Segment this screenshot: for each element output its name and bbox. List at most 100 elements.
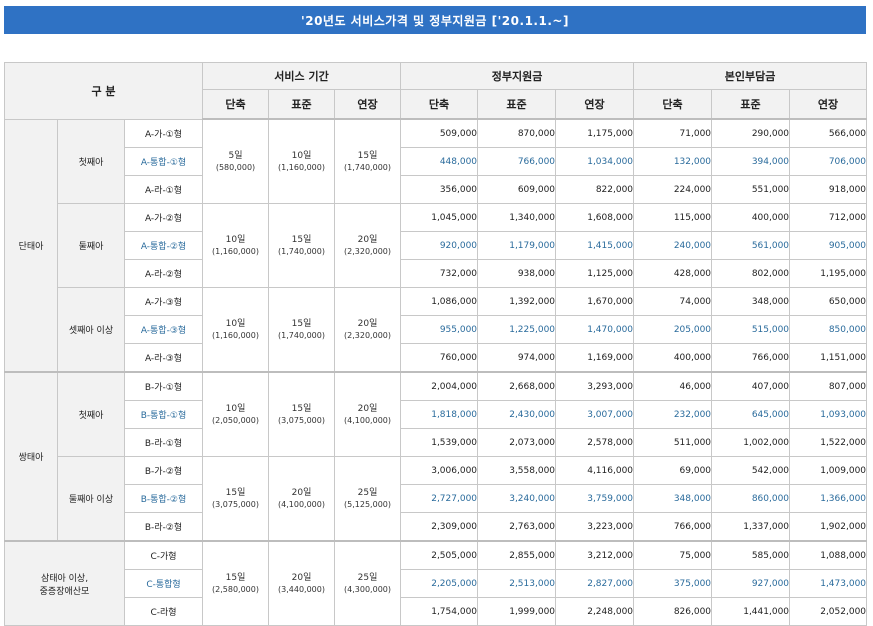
self-pay-cell: 1,337,000 (711, 512, 791, 542)
service-days: 15일 (291, 234, 312, 245)
gov-support-cell: 3,223,000 (555, 512, 635, 542)
self-pay-cell: 428,000 (633, 259, 713, 288)
self-pay-cell: 927,000 (711, 569, 791, 598)
gov-support-cell: 822,000 (555, 175, 635, 204)
self-pay-cell: 1,088,000 (789, 540, 868, 570)
self-pay-cell: 650,000 (789, 287, 868, 316)
service-days: 10일 (225, 403, 246, 414)
header-sub: 단축 (633, 89, 713, 120)
gov-support-cell: 1,754,000 (400, 597, 479, 626)
type-cell: C-통합형 (124, 569, 203, 598)
service-price: (3,075,000) (278, 415, 325, 425)
self-pay-cell: 348,000 (633, 484, 713, 513)
gov-support-cell: 1,169,000 (555, 343, 635, 373)
service-days: 5일 (228, 150, 243, 161)
self-pay-cell: 918,000 (789, 175, 868, 204)
service-period-cell: 15일 (3,075,000) (202, 456, 269, 542)
gov-support-cell: 1,470,000 (555, 315, 635, 344)
self-pay-cell: 400,000 (711, 203, 791, 232)
gov-support-cell: 2,004,000 (400, 371, 479, 401)
service-period-cell: 15일 (1,740,000) (268, 203, 335, 288)
gov-support-cell: 974,000 (477, 343, 557, 373)
type-cell: B-통합-①형 (124, 400, 203, 429)
table-row: B-통합-②형 2,727,000 3,240,000 3,759,000 348,00… (5, 484, 868, 513)
gov-support-cell: 448,000 (400, 147, 479, 176)
self-pay-cell: 826,000 (633, 597, 713, 626)
table-row: 쌍태아 첫째아 B-가-①형 10일 (2,050,000) 15일 (3,075,000)… (4, 371, 868, 542)
service-price: (2,050,000) (212, 415, 259, 425)
self-pay-cell: 375,000 (633, 569, 713, 598)
self-pay-cell: 566,000 (789, 118, 868, 148)
type-cell: C-라형 (124, 597, 203, 626)
gov-support-cell: 3,240,000 (477, 484, 557, 513)
gov-support-cell: 1,340,000 (477, 203, 557, 232)
order-label: 첫째아 (57, 371, 125, 457)
service-price: (4,100,000) (344, 415, 391, 425)
gov-support-cell: 2,827,000 (555, 569, 635, 598)
gov-support-cell: 1,999,000 (477, 597, 557, 626)
self-pay-cell: 1,522,000 (789, 428, 868, 457)
service-days: 15일 (291, 403, 312, 414)
self-pay-cell: 802,000 (711, 259, 791, 288)
self-pay-cell: 75,000 (633, 540, 713, 570)
service-period-cell: 20일 (2,320,000) (333, 287, 402, 373)
group-label: 쌍태아 (4, 371, 58, 542)
self-pay-cell: 46,000 (633, 371, 713, 401)
gov-support-cell: 356,000 (400, 175, 479, 204)
header-sub: 연장 (789, 89, 868, 120)
type-cell: A-라-②형 (124, 259, 203, 288)
gov-support-cell: 1,086,000 (400, 287, 479, 316)
type-cell: B-가-②형 (124, 456, 203, 485)
order-label: 둘째아 이상 (57, 456, 125, 542)
service-price: (2,320,000) (344, 246, 391, 256)
gov-support-cell: 1,125,000 (555, 259, 635, 288)
type-cell: B-라-①형 (124, 428, 203, 457)
self-pay-cell: 1,151,000 (789, 343, 868, 373)
table-row: A-통합-②형 920,000 1,179,000 1,415,000 240,000 5… (5, 231, 868, 260)
header-service-period: 서비스 기간 (201, 62, 402, 90)
gov-support-cell: 3,007,000 (555, 400, 635, 429)
service-days: 10일 (291, 150, 312, 161)
self-pay-cell: 706,000 (789, 147, 868, 176)
table-row: 둘째아 A-가-②형 10일 (1,160,000) 15일 (1,740,000) 20일… (5, 203, 868, 288)
service-price: (1,160,000) (278, 162, 325, 172)
self-pay-cell: 542,000 (711, 456, 791, 485)
gov-support-cell: 1,175,000 (555, 118, 635, 148)
self-pay-cell: 115,000 (633, 203, 713, 232)
service-price: (1,740,000) (278, 330, 325, 340)
gov-support-cell: 760,000 (400, 343, 479, 373)
service-period-cell: 15일 (1,740,000) (333, 118, 402, 204)
self-pay-cell: 1,093,000 (789, 400, 868, 429)
service-days: 15일 (225, 487, 246, 498)
gov-support-cell: 2,248,000 (555, 597, 635, 626)
order-label: 셋째아 이상 (57, 287, 125, 373)
header-sub: 표준 (477, 89, 557, 120)
gov-support-cell: 870,000 (477, 118, 557, 148)
gov-support-cell: 1,045,000 (400, 203, 479, 232)
service-period-cell: 15일 (2,580,000) (202, 540, 269, 626)
gov-support-cell: 732,000 (400, 259, 479, 288)
self-pay-cell: 71,000 (633, 118, 713, 148)
table-row: B-라-①형 1,539,000 2,073,000 2,578,000 511,000… (5, 428, 868, 457)
header-sub: 표준 (711, 89, 791, 120)
gov-support-cell: 2,505,000 (400, 540, 479, 570)
type-cell: A-가-③형 (124, 287, 203, 316)
gov-support-cell: 3,006,000 (400, 456, 479, 485)
type-cell: A-통합-③형 (124, 315, 203, 344)
service-days: 10일 (225, 234, 246, 245)
service-period-cell: 15일 (1,740,000) (268, 287, 335, 373)
self-pay-cell: 1,009,000 (789, 456, 868, 485)
gov-support-cell: 1,415,000 (555, 231, 635, 260)
self-pay-cell: 1,002,000 (711, 428, 791, 457)
self-pay-cell: 807,000 (789, 371, 868, 401)
group-label: 단태아 (4, 118, 58, 373)
self-pay-cell: 585,000 (711, 540, 791, 570)
self-pay-cell: 515,000 (711, 315, 791, 344)
gov-support-cell: 2,205,000 (400, 569, 479, 598)
self-pay-cell: 132,000 (633, 147, 713, 176)
type-cell: C-가형 (124, 540, 203, 570)
type-cell: A-통합-②형 (124, 231, 203, 260)
self-pay-cell: 766,000 (633, 512, 713, 542)
table-body: 단태아 첫째아 A-가-①형 5일 (580,000) 10일 (1,160,000) 15일… (4, 118, 868, 626)
header-category: 구 분 (4, 62, 203, 120)
